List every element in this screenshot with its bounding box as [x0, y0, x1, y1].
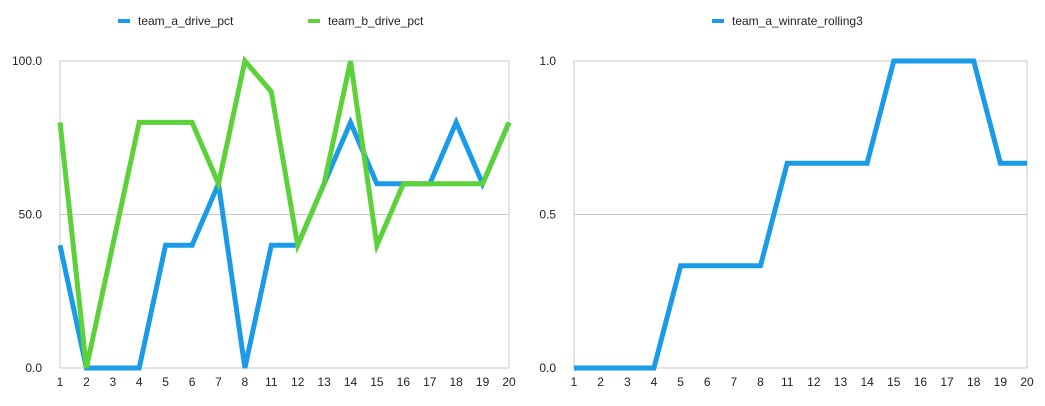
- x-tick-label: 6: [189, 375, 196, 389]
- y-tick-label: 100.0: [12, 54, 42, 68]
- x-tick-label: 5: [677, 375, 684, 389]
- x-tick-label: 2: [597, 375, 604, 389]
- series-line-team_b_drive_pct: [57, 55, 512, 369]
- series-line-team_a_drive_pct: [57, 116, 512, 371]
- x-tick-label: 14: [860, 375, 874, 389]
- y-tick-label: 0.5: [539, 208, 556, 222]
- x-tick-label: 2: [83, 375, 90, 389]
- x-tick-label: 16: [397, 375, 411, 389]
- x-tick-label: 4: [651, 375, 658, 389]
- x-tick-label: 20: [502, 375, 516, 389]
- x-tick-label: 7: [731, 375, 738, 389]
- x-tick-label: 12: [807, 375, 821, 389]
- x-tick-label: 12: [291, 375, 305, 389]
- x-tick-label: 13: [834, 375, 848, 389]
- legend-label: team_b_drive_pct: [328, 14, 424, 28]
- y-tick-label: 50.0: [19, 208, 43, 222]
- x-tick-label: 15: [370, 375, 384, 389]
- x-tick-label: 1: [571, 375, 578, 389]
- x-tick-label: 17: [423, 375, 437, 389]
- x-tick-label: 8: [757, 375, 764, 389]
- x-tick-label: 15: [887, 375, 901, 389]
- x-tick-label: 11: [265, 375, 278, 389]
- x-tick-label: 4: [136, 375, 143, 389]
- x-tick-label: 6: [704, 375, 711, 389]
- legend-label: team_a_winrate_rolling3: [732, 14, 863, 28]
- chart-2: 0.00.51.01 2 3 4 5 6 7 8 11 12 13 14 15 16 17 18 19 20tea…: [539, 14, 1034, 389]
- x-tick-label: 20: [1020, 375, 1034, 389]
- x-tick-label: 17: [940, 375, 954, 389]
- y-tick-label: 1.0: [539, 54, 556, 68]
- series-line-team_a_winrate_rolling3: [574, 58, 1027, 371]
- x-tick-label: 19: [994, 375, 1008, 389]
- x-tick-label: 3: [109, 375, 116, 389]
- legend-label: team_a_drive_pct: [138, 14, 234, 28]
- x-tick-label: 11: [781, 375, 794, 389]
- x-tick-label: 3: [624, 375, 631, 389]
- x-tick-label: 14: [344, 375, 358, 389]
- x-tick-label: 5: [162, 375, 169, 389]
- x-tick-label: 13: [317, 375, 331, 389]
- y-tick-label: 0.0: [539, 361, 556, 375]
- x-tick-label: 18: [967, 375, 981, 389]
- x-tick-label: 1: [57, 375, 64, 389]
- x-tick-label: 7: [215, 375, 222, 389]
- x-tick-label: 18: [449, 375, 463, 389]
- x-tick-label: 8: [242, 375, 249, 389]
- y-tick-label: 0.0: [25, 361, 42, 375]
- x-tick-label: 19: [476, 375, 490, 389]
- x-tick-label: 16: [914, 375, 928, 389]
